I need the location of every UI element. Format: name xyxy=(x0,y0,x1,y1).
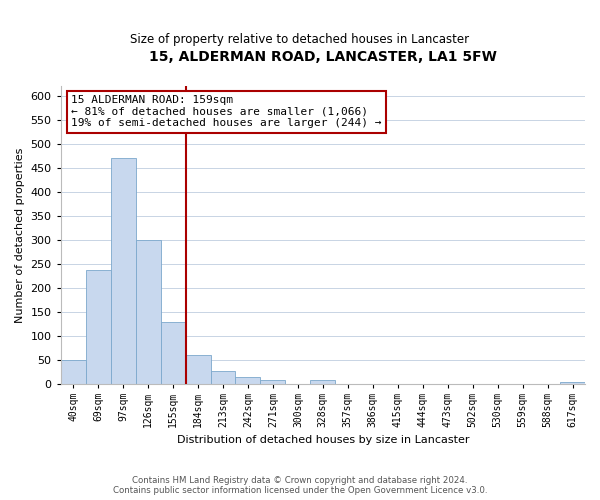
Bar xyxy=(260,380,286,384)
Bar xyxy=(161,322,185,384)
Bar xyxy=(185,354,211,384)
Bar xyxy=(211,370,235,384)
Text: Size of property relative to detached houses in Lancaster: Size of property relative to detached ho… xyxy=(130,32,470,46)
Bar xyxy=(86,270,110,384)
Y-axis label: Number of detached properties: Number of detached properties xyxy=(15,148,25,323)
Bar xyxy=(310,380,335,384)
Bar xyxy=(235,378,260,384)
Text: 15 ALDERMAN ROAD: 159sqm
← 81% of detached houses are smaller (1,066)
19% of sem: 15 ALDERMAN ROAD: 159sqm ← 81% of detach… xyxy=(71,95,382,128)
Bar xyxy=(136,240,161,384)
Text: Contains HM Land Registry data © Crown copyright and database right 2024.
Contai: Contains HM Land Registry data © Crown c… xyxy=(113,476,487,495)
Bar xyxy=(110,158,136,384)
Bar xyxy=(560,382,585,384)
Title: 15, ALDERMAN ROAD, LANCASTER, LA1 5FW: 15, ALDERMAN ROAD, LANCASTER, LA1 5FW xyxy=(149,50,497,64)
X-axis label: Distribution of detached houses by size in Lancaster: Distribution of detached houses by size … xyxy=(176,435,469,445)
Bar xyxy=(61,360,86,384)
